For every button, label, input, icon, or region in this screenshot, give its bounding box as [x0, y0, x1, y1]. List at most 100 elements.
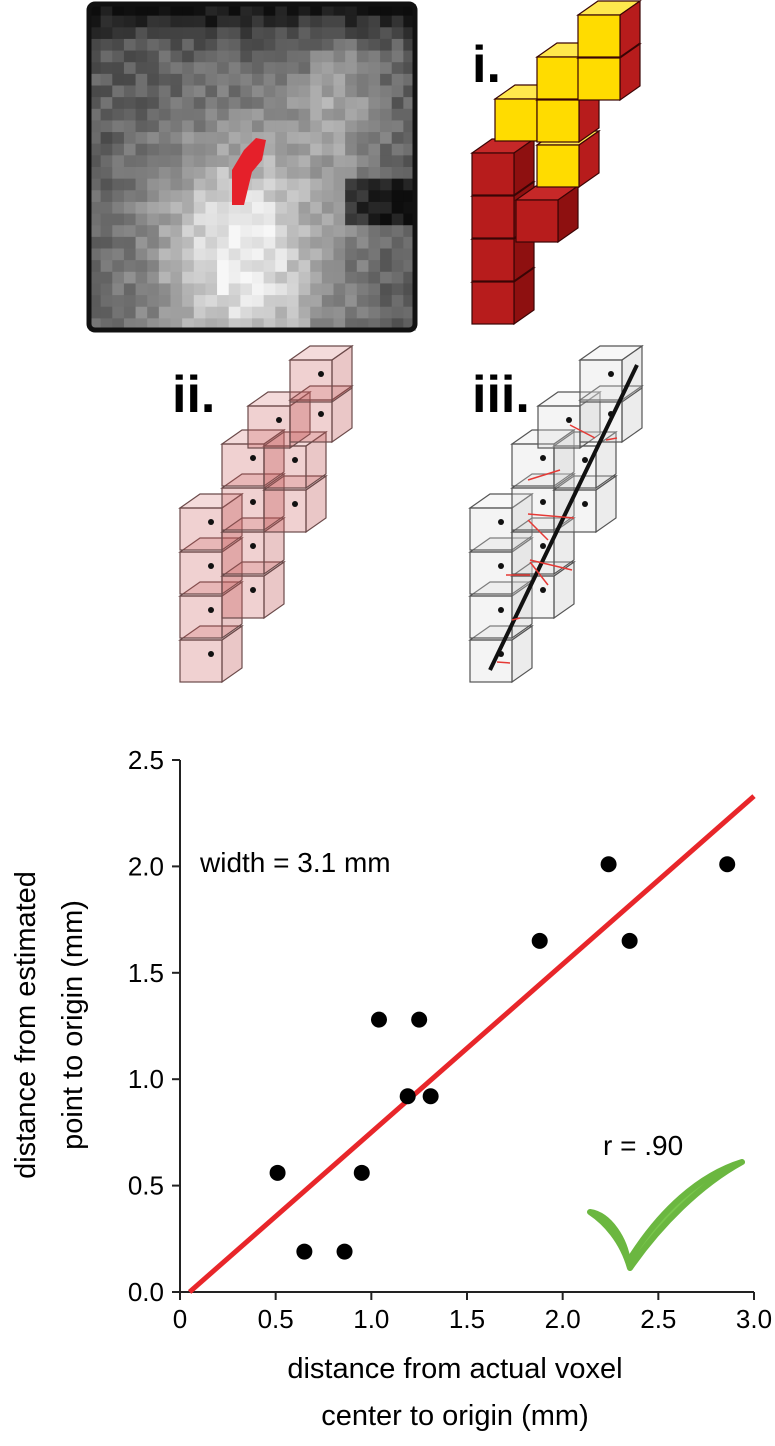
mri-pixel — [123, 271, 137, 285]
mri-pixel — [193, 225, 207, 238]
mri-pixel — [135, 213, 148, 226]
mri-pixel — [263, 213, 276, 226]
point — [411, 1011, 428, 1028]
mri-pixel — [147, 143, 160, 156]
mri-pixel — [310, 178, 323, 191]
mri-pixel — [135, 283, 148, 296]
mri-pixel — [89, 27, 102, 40]
mri-pixel — [310, 283, 323, 296]
mri-pixel — [205, 201, 218, 215]
mri-pixel — [112, 167, 125, 180]
mri-pixel — [135, 271, 148, 285]
mri-pixel — [321, 15, 335, 28]
mri-pixel — [368, 50, 381, 63]
annotation: width = 3.1 mm — [199, 847, 391, 878]
mri-pixel — [275, 143, 288, 156]
annotation: r = .90 — [603, 1130, 683, 1161]
mri-image — [89, 4, 416, 331]
voxel-center — [582, 501, 588, 507]
point — [719, 856, 736, 873]
mri-pixel — [217, 260, 230, 273]
mri-pixel — [240, 306, 253, 319]
voxel-center — [566, 417, 572, 423]
voxel-front — [577, 14, 621, 58]
x-tick-label: 2.5 — [640, 1304, 676, 1334]
mri-pixel — [228, 248, 241, 261]
mri-pixel — [380, 295, 393, 308]
mri-pixel — [356, 248, 370, 261]
mri-pixel — [193, 167, 207, 180]
point — [531, 932, 548, 949]
voxel-front — [471, 238, 515, 282]
mri-pixel — [286, 248, 300, 261]
mri-pixel — [380, 143, 393, 156]
mri-pixel — [170, 85, 183, 98]
mri-pixel — [286, 271, 300, 285]
mri-pixel — [205, 260, 218, 273]
mri-pixel — [298, 295, 311, 308]
mri-pixel — [321, 73, 335, 87]
mri-pixel — [228, 225, 241, 238]
mri-pixel — [147, 167, 160, 180]
mri-pixel — [345, 38, 358, 52]
mri-pixel — [356, 132, 370, 145]
mri-pixel — [356, 85, 370, 98]
mri-pixel — [170, 271, 183, 285]
mri-pixel — [356, 178, 370, 191]
mri-pixel — [135, 201, 148, 215]
voxel-center — [318, 371, 324, 377]
mri-pixel — [391, 155, 404, 168]
x-tick-label: 0.5 — [258, 1304, 294, 1334]
mri-pixel — [240, 271, 253, 285]
mri-pixel — [158, 73, 172, 87]
panel-label: iii. — [472, 366, 530, 424]
mri-pixel — [112, 85, 125, 98]
mri-pixel — [170, 143, 183, 156]
x-tick-label: 0 — [173, 1304, 187, 1334]
mri-pixel — [217, 143, 230, 156]
panel-label: i. — [472, 36, 501, 94]
mri-pixel — [321, 143, 335, 156]
voxel-center — [318, 411, 324, 417]
mri-pixel — [123, 62, 137, 75]
mri-pixel — [356, 143, 370, 156]
mri-pixel — [100, 108, 113, 122]
mri-pixel — [310, 38, 323, 52]
y-tick-label: 2.0 — [128, 851, 164, 881]
mri-pixel — [182, 50, 195, 63]
mri-pixel — [368, 213, 381, 226]
mri-pixel — [182, 27, 195, 40]
mri-pixel — [356, 236, 370, 250]
mri-pixel — [217, 248, 230, 261]
mri-pixel — [240, 62, 253, 75]
mri-pixel — [123, 73, 137, 87]
mri-pixel — [123, 283, 137, 296]
mri-pixel — [89, 248, 102, 261]
mri-pixel — [368, 306, 381, 319]
mri-pixel — [158, 190, 172, 203]
voxel-center — [208, 563, 214, 569]
mri-pixel — [286, 108, 300, 122]
mri-pixel — [380, 260, 393, 273]
mri-pixel — [89, 132, 102, 145]
mri-pixel — [286, 213, 300, 226]
mri-pixel — [263, 120, 276, 133]
mri-pixel — [286, 178, 300, 191]
mri-pixel — [135, 155, 148, 168]
mri-pixel — [252, 108, 265, 122]
mri-pixel — [298, 97, 311, 110]
mri-pixel — [356, 306, 370, 319]
mri-pixel — [286, 201, 300, 215]
mri-pixel — [286, 283, 300, 296]
mri-pixel — [380, 236, 393, 250]
mri-pixel — [205, 120, 218, 133]
mri-pixel — [158, 306, 172, 319]
mri-pixel — [182, 97, 195, 110]
mri-pixel — [310, 201, 323, 215]
mri-pixel — [100, 132, 113, 145]
mri-pixel — [356, 213, 370, 226]
mri-pixel — [380, 62, 393, 75]
point — [422, 1088, 439, 1105]
mri-pixel — [112, 15, 125, 28]
mri-pixel — [298, 283, 311, 296]
